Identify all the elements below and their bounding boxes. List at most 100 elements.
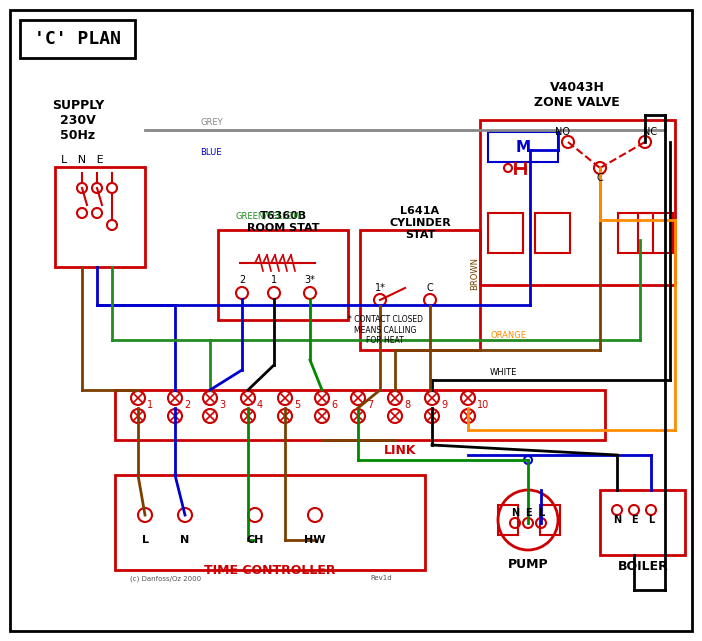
- Circle shape: [168, 391, 182, 405]
- Text: PUMP: PUMP: [508, 558, 548, 572]
- Text: TIME CONTROLLER: TIME CONTROLLER: [204, 563, 336, 576]
- Text: L641A
CYLINDER
STAT: L641A CYLINDER STAT: [389, 206, 451, 240]
- Text: CH: CH: [246, 535, 264, 545]
- Circle shape: [304, 287, 316, 299]
- Bar: [115, 390, 605, 440]
- Text: 5: 5: [294, 400, 300, 410]
- Text: L: L: [538, 508, 544, 518]
- Text: L: L: [648, 515, 654, 525]
- Circle shape: [425, 391, 439, 405]
- Text: * CONTACT CLOSED
MEANS CALLING
FOR HEAT: * CONTACT CLOSED MEANS CALLING FOR HEAT: [347, 315, 423, 345]
- Text: SUPPLY
230V
50Hz: SUPPLY 230V 50Hz: [52, 99, 104, 142]
- Circle shape: [92, 183, 102, 193]
- Text: HW: HW: [304, 535, 326, 545]
- Text: E: E: [524, 508, 531, 518]
- Circle shape: [562, 136, 574, 148]
- Circle shape: [524, 456, 532, 464]
- Circle shape: [241, 391, 255, 405]
- Circle shape: [138, 508, 152, 522]
- Bar: [488, 213, 523, 253]
- Circle shape: [178, 508, 192, 522]
- Text: 1: 1: [147, 400, 153, 410]
- Text: 3*: 3*: [305, 275, 315, 285]
- Circle shape: [278, 409, 292, 423]
- Bar: [360, 230, 480, 350]
- Text: GREY: GREY: [200, 118, 223, 127]
- Bar: [638, 213, 673, 253]
- Circle shape: [131, 391, 145, 405]
- Text: 8: 8: [404, 400, 410, 410]
- Bar: [115, 475, 425, 570]
- Text: N: N: [511, 508, 519, 518]
- Circle shape: [536, 518, 546, 528]
- Text: E: E: [630, 515, 637, 525]
- Text: NO: NO: [555, 127, 571, 137]
- Text: 'C' PLAN: 'C' PLAN: [34, 30, 121, 48]
- Circle shape: [629, 505, 639, 515]
- Text: WHITE: WHITE: [490, 368, 517, 377]
- Circle shape: [308, 508, 322, 522]
- Circle shape: [203, 409, 217, 423]
- Circle shape: [278, 391, 292, 405]
- Circle shape: [504, 164, 512, 172]
- Text: LINK: LINK: [384, 444, 416, 456]
- Text: T6360B
ROOM STAT: T6360B ROOM STAT: [246, 211, 319, 233]
- Bar: [55, 167, 145, 267]
- Text: 4: 4: [257, 400, 263, 410]
- Text: 1*: 1*: [375, 283, 385, 293]
- Text: L: L: [142, 535, 149, 545]
- Circle shape: [77, 208, 87, 218]
- Text: GREEN/YELLOW: GREEN/YELLOW: [235, 211, 301, 220]
- Circle shape: [351, 391, 365, 405]
- Bar: [600, 490, 685, 555]
- Circle shape: [425, 409, 439, 423]
- Circle shape: [168, 409, 182, 423]
- Bar: [540, 505, 560, 535]
- Circle shape: [646, 505, 656, 515]
- Circle shape: [131, 409, 145, 423]
- Circle shape: [388, 391, 402, 405]
- Text: 2: 2: [184, 400, 190, 410]
- Text: C: C: [597, 173, 604, 183]
- Text: 2: 2: [239, 275, 245, 285]
- Text: NC: NC: [643, 127, 657, 137]
- Circle shape: [612, 505, 622, 515]
- Text: C: C: [427, 283, 433, 293]
- Text: 3: 3: [219, 400, 225, 410]
- Circle shape: [92, 208, 102, 218]
- Circle shape: [388, 409, 402, 423]
- Text: Rev1d: Rev1d: [370, 575, 392, 581]
- Circle shape: [594, 162, 606, 174]
- Text: L   N   E: L N E: [60, 155, 103, 165]
- Circle shape: [639, 136, 651, 148]
- Circle shape: [236, 287, 248, 299]
- Text: 1: 1: [271, 275, 277, 285]
- Bar: [488, 132, 558, 162]
- Text: BROWN: BROWN: [470, 257, 479, 290]
- Circle shape: [315, 391, 329, 405]
- Circle shape: [248, 508, 262, 522]
- Text: M: M: [515, 140, 531, 154]
- Bar: [498, 505, 518, 535]
- Text: N: N: [613, 515, 621, 525]
- Text: 9: 9: [441, 400, 447, 410]
- Circle shape: [315, 409, 329, 423]
- Text: 6: 6: [331, 400, 337, 410]
- Circle shape: [241, 409, 255, 423]
- Circle shape: [351, 409, 365, 423]
- Text: ORANGE: ORANGE: [490, 331, 526, 340]
- Circle shape: [461, 391, 475, 405]
- Text: BOILER: BOILER: [618, 560, 668, 574]
- Circle shape: [203, 391, 217, 405]
- Circle shape: [107, 220, 117, 230]
- Bar: [20, 20, 135, 58]
- Bar: [218, 230, 348, 320]
- Circle shape: [498, 490, 558, 550]
- Text: 7: 7: [367, 400, 373, 410]
- Text: (c) Danfoss/Oz 2000: (c) Danfoss/Oz 2000: [130, 575, 201, 581]
- Circle shape: [77, 183, 87, 193]
- Text: V4043H
ZONE VALVE: V4043H ZONE VALVE: [534, 81, 620, 109]
- Bar: [535, 213, 570, 253]
- Text: BLUE: BLUE: [200, 148, 222, 157]
- Text: 10: 10: [477, 400, 489, 410]
